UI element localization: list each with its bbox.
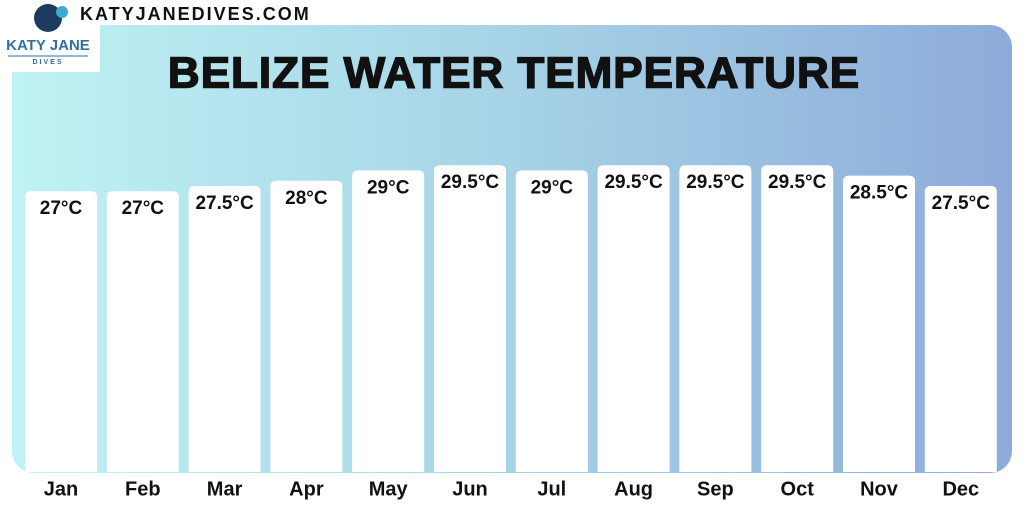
value-label: 29.5°C	[441, 172, 500, 193]
x-tick-label: Aug	[614, 478, 653, 500]
bar	[515, 170, 588, 472]
value-label: 27.5°C	[195, 193, 254, 214]
bar	[106, 191, 179, 472]
x-tick-label: Feb	[125, 478, 161, 500]
value-label: 28°C	[285, 188, 328, 209]
chart-title: BELIZE WATER TEMPERATURE	[168, 49, 860, 98]
value-label: 27°C	[40, 198, 83, 219]
bar	[679, 165, 752, 472]
x-tick-label: Mar	[207, 478, 243, 500]
x-tick-label: Dec	[942, 478, 979, 500]
value-label: 27.5°C	[932, 193, 991, 214]
bar	[761, 165, 834, 472]
logo-sub: DIVES	[32, 59, 63, 66]
value-label: 27°C	[122, 198, 165, 219]
logo-icon	[34, 4, 62, 32]
x-tick-label: Jul	[537, 478, 566, 500]
value-label: 29°C	[531, 177, 574, 198]
bar	[924, 186, 997, 472]
bar	[597, 165, 670, 472]
site-url: KATYJANEDIVES.COM	[80, 4, 311, 24]
logo-bubble	[56, 6, 68, 18]
x-tick-label: Jan	[44, 478, 78, 500]
bar	[25, 191, 97, 472]
bar	[270, 180, 343, 473]
x-tick-label: Nov	[860, 478, 899, 500]
x-tick-label: Sep	[697, 478, 734, 500]
bar	[352, 170, 425, 472]
x-tick-label: Apr	[289, 478, 324, 500]
x-tick-label: Oct	[781, 478, 815, 500]
value-label: 29.5°C	[604, 172, 663, 193]
value-label: 29.5°C	[686, 172, 745, 193]
bar	[434, 165, 506, 472]
x-tick-label: May	[369, 478, 409, 500]
bar	[188, 186, 261, 472]
bar	[843, 175, 915, 472]
value-label: 29°C	[367, 177, 410, 198]
value-label: 29.5°C	[768, 172, 827, 193]
logo-text: KATY JANE	[6, 37, 90, 54]
x-tick-label: Jun	[452, 478, 488, 500]
value-label: 28.5°C	[850, 183, 909, 204]
